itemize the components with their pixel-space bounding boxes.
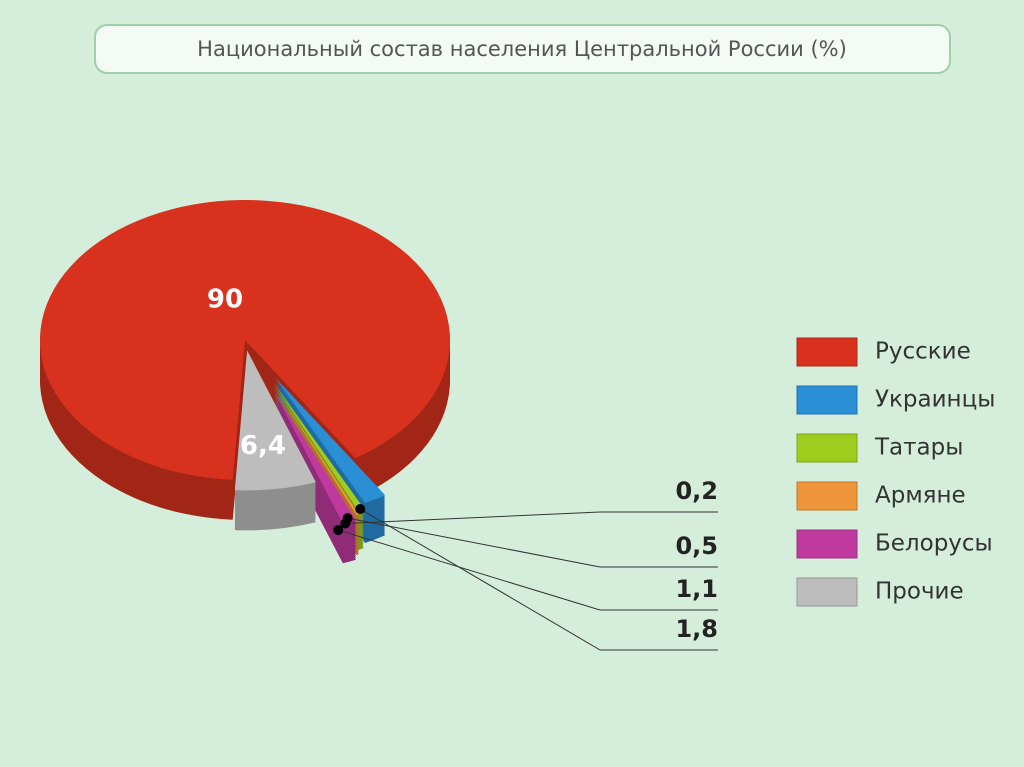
callout-line bbox=[347, 517, 601, 568]
slice bbox=[274, 391, 357, 524]
value-label: 0,5 bbox=[675, 532, 718, 560]
callout-line bbox=[359, 508, 601, 651]
slice bbox=[274, 386, 359, 516]
legend-swatch bbox=[796, 385, 858, 415]
callout-line bbox=[345, 511, 601, 524]
callout-dot bbox=[355, 503, 366, 514]
legend-label: Татары bbox=[874, 435, 963, 461]
title-box bbox=[94, 24, 951, 74]
value-label: 1,8 bbox=[675, 615, 718, 643]
slice bbox=[234, 350, 316, 491]
value-label: 6,4 bbox=[240, 431, 286, 461]
legend-label: Прочие bbox=[875, 579, 964, 605]
value-label: 1,1 bbox=[675, 575, 718, 603]
callout-dot bbox=[333, 525, 344, 536]
legend-label: Украинцы bbox=[875, 387, 995, 413]
legend-swatch bbox=[796, 577, 858, 607]
chart-title: Национальный состав населения Центрально… bbox=[197, 37, 847, 61]
legend-swatch bbox=[796, 433, 858, 463]
slice bbox=[39, 200, 450, 480]
legend-label: Белорусы bbox=[875, 531, 993, 557]
legend-label: Армяне bbox=[875, 483, 966, 509]
legend-swatch bbox=[796, 529, 858, 559]
callout-dot bbox=[342, 513, 353, 524]
legend-swatch bbox=[796, 337, 858, 367]
value-label: 0,2 bbox=[675, 477, 718, 505]
slice bbox=[273, 382, 364, 511]
value-label: 90 bbox=[207, 285, 243, 315]
legend-swatch bbox=[796, 481, 858, 511]
slice bbox=[274, 377, 386, 503]
legend-label: Русские bbox=[875, 339, 971, 365]
callout-line bbox=[338, 529, 601, 611]
